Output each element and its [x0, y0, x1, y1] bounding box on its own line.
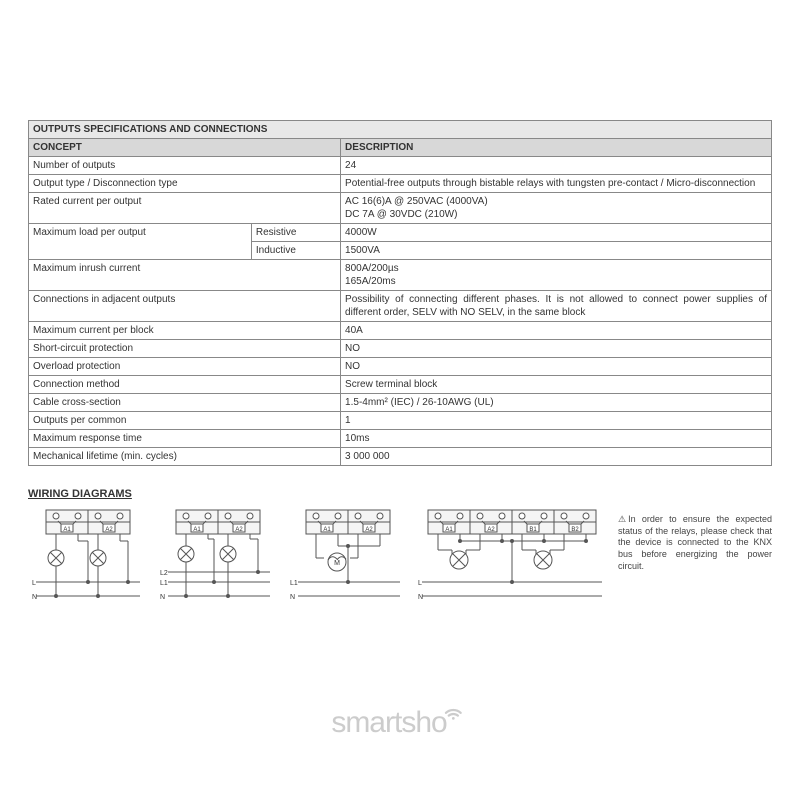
warning-icon: ⚠: [618, 514, 626, 526]
table-row: Mechanical lifetime (min. cycles) 3 000 …: [29, 448, 772, 466]
table-row: Maximum inrush current 800A/200µs 165A/2…: [29, 260, 772, 291]
table-row: Maximum current per block 40A: [29, 322, 772, 340]
warning-text: ⚠In order to ensure the expected status …: [618, 506, 772, 572]
table-row: Cable cross-section 1.5-4mm² (IEC) / 26-…: [29, 394, 772, 412]
svg-text:L1: L1: [290, 580, 298, 587]
svg-text:B2: B2: [571, 527, 579, 533]
svg-text:L1: L1: [160, 580, 168, 587]
wiring-section: WIRING DIAGRAMS A1 A2: [28, 488, 772, 606]
table-row: Connection method Screw terminal block: [29, 376, 772, 394]
svg-text:A2: A2: [235, 527, 243, 533]
svg-text:M: M: [334, 560, 340, 567]
header-description: DESCRIPTION: [341, 139, 772, 157]
svg-text:N: N: [160, 594, 165, 601]
table-row: Short-circuit protection NO: [29, 340, 772, 358]
table-row: Connections in adjacent outputs Possibil…: [29, 291, 772, 322]
wiring-diagram-2: A1 A2 L2 L1 N: [158, 506, 278, 606]
svg-text:N: N: [418, 594, 423, 601]
svg-text:L: L: [32, 580, 36, 587]
watermark-logo: smartsho: [331, 706, 468, 740]
table-row: Overload protection NO: [29, 358, 772, 376]
header-concept: CONCEPT: [29, 139, 341, 157]
wifi-icon: [443, 696, 465, 730]
wiring-diagram-4: A1 A2 B1 B2: [418, 506, 608, 606]
svg-text:A1: A1: [445, 527, 453, 533]
table-row: Number of outputs 24: [29, 157, 772, 175]
svg-text:L: L: [418, 580, 422, 587]
table-row: Maximum load per output Resistive 4000W: [29, 224, 772, 242]
table-row: Maximum response time 10ms: [29, 430, 772, 448]
svg-text:N: N: [32, 594, 37, 601]
table-title: OUTPUTS SPECIFICATIONS AND CONNECTIONS: [29, 121, 772, 139]
svg-text:A1: A1: [193, 527, 201, 533]
svg-text:A1: A1: [63, 527, 71, 533]
specifications-table: OUTPUTS SPECIFICATIONS AND CONNECTIONS C…: [28, 120, 772, 466]
wiring-title: WIRING DIAGRAMS: [28, 488, 772, 500]
svg-text:A2: A2: [105, 527, 113, 533]
svg-text:N: N: [290, 594, 295, 601]
svg-text:A2: A2: [365, 527, 373, 533]
svg-text:A1: A1: [323, 527, 331, 533]
table-row: Outputs per common 1: [29, 412, 772, 430]
wiring-diagram-3: A1 A2 M L1 N: [288, 506, 408, 606]
svg-text:L2: L2: [160, 570, 168, 577]
table-row: Rated current per output AC 16(6)A @ 250…: [29, 193, 772, 224]
svg-text:B1: B1: [529, 527, 537, 533]
svg-text:A2: A2: [487, 527, 495, 533]
table-row: Output type / Disconnection type Potenti…: [29, 175, 772, 193]
wiring-diagram-1: A1 A2 L N: [28, 506, 148, 606]
